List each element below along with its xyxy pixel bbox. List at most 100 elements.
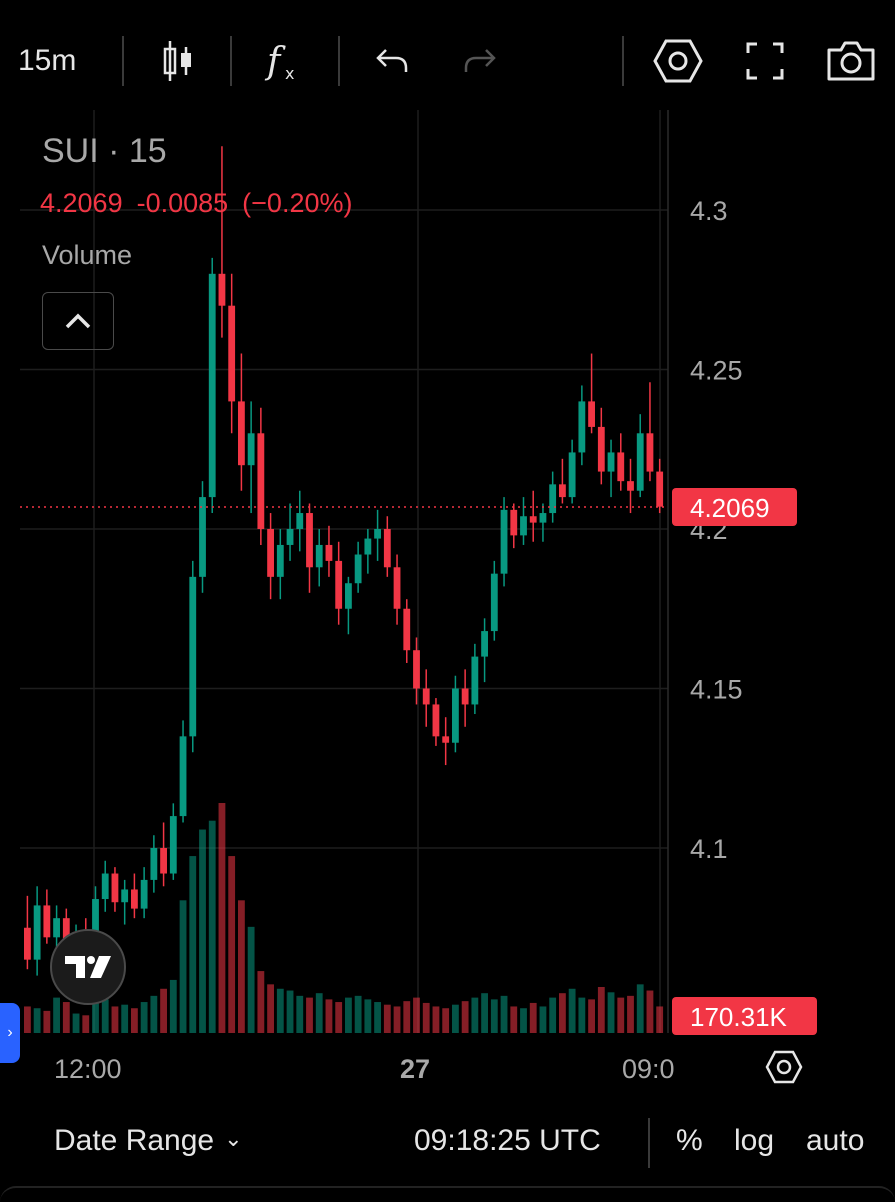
clock-time[interactable]: 09:18:25 UTC: [414, 1124, 601, 1157]
volume-bar: [364, 999, 372, 1033]
chart-legend: SUI · 15: [42, 132, 167, 171]
volume-bar: [646, 990, 654, 1033]
volume-bar: [286, 990, 294, 1033]
candle-body: [578, 401, 586, 453]
candle-body: [43, 905, 51, 938]
chevron-right-icon: ›: [7, 1024, 13, 1041]
redo-icon[interactable]: [456, 40, 504, 80]
candle-body: [471, 656, 479, 705]
price-row: 4.2069 -0.0085 (−0.20%): [40, 188, 366, 219]
svg-text:f: f: [264, 41, 286, 82]
svg-text:x: x: [285, 64, 294, 83]
current-price-label: 4.2069: [690, 493, 770, 523]
camera-icon[interactable]: [824, 38, 878, 84]
settings-icon[interactable]: [650, 36, 706, 86]
volume-value-label: 170.31K: [690, 1002, 788, 1032]
log-toggle[interactable]: log: [734, 1124, 775, 1157]
time-tick-label: 12:00: [54, 1054, 122, 1084]
volume-bar: [228, 856, 236, 1033]
candle-body: [160, 848, 167, 874]
volume-bar: [345, 997, 352, 1033]
auto-toggle[interactable]: auto: [806, 1124, 865, 1157]
side-panel-toggle[interactable]: ›: [0, 1003, 20, 1063]
volume-bar: [422, 1002, 430, 1033]
hexagon-shape: [765, 1050, 803, 1084]
chevron-down-icon: ⌄: [224, 1126, 243, 1151]
volume-bar: [393, 1006, 401, 1033]
volume-bar: [296, 995, 304, 1033]
candle-body: [121, 889, 129, 903]
time-axis: 12:00 27 09:0: [54, 1050, 803, 1084]
candle-body: [568, 452, 576, 498]
candle-body: [296, 513, 304, 529]
time-tick-label: 09:0: [622, 1054, 675, 1084]
candle-body: [33, 905, 41, 960]
candle-body: [529, 516, 537, 523]
volume-bar: [53, 997, 60, 1033]
volume-bar: [33, 1008, 41, 1033]
date-range-button[interactable]: Date Range ⌄: [54, 1124, 243, 1158]
toolbar-separator: [230, 36, 232, 86]
candle-body: [549, 484, 557, 514]
candle-body: [276, 544, 284, 577]
interval-selector[interactable]: 15m: [18, 44, 77, 77]
toolbar-separator: [338, 36, 340, 86]
volume-bar: [72, 1013, 80, 1033]
collapse-legend-button[interactable]: [42, 292, 114, 350]
chevron-up-icon: [65, 313, 91, 329]
volume-bar: [131, 1008, 138, 1033]
volume-bar: [442, 1008, 450, 1033]
volume-bar: [189, 856, 197, 1033]
volume-legend[interactable]: Volume: [42, 240, 133, 270]
candle-body: [247, 433, 255, 466]
volume-bar: [403, 1001, 411, 1033]
volume-bar: [471, 997, 479, 1033]
volume-bar: [617, 997, 625, 1033]
fullscreen-icon[interactable]: [742, 38, 788, 84]
symbol-title[interactable]: SUI · 15: [42, 132, 167, 170]
candle-body: [607, 452, 615, 472]
price-change: -0.0085: [136, 188, 229, 218]
candle-body: [617, 452, 625, 482]
candle-body: [92, 899, 99, 947]
candle-body: [422, 688, 430, 705]
volume-bar: [607, 992, 615, 1033]
candles-icon[interactable]: [150, 38, 206, 84]
candle-body: [520, 516, 527, 536]
candle-body: [238, 401, 245, 466]
candle-body: [597, 426, 605, 472]
time-axis-settings-icon[interactable]: [765, 1050, 803, 1084]
volume-bar: [62, 1002, 70, 1033]
candle-body: [627, 481, 634, 491]
volume-bar: [315, 993, 323, 1033]
volume-bar: [578, 997, 586, 1033]
toolbar-separator: [622, 36, 624, 86]
tradingview-logo[interactable]: [50, 929, 126, 1005]
candle-body: [354, 554, 362, 584]
volume-bar: [199, 829, 206, 1033]
candle-body: [325, 544, 333, 561]
candle-body: [257, 433, 265, 529]
undo-icon[interactable]: [368, 40, 416, 80]
candle-body: [24, 927, 31, 960]
candle-body: [636, 433, 644, 491]
bottom-sheet-edge: [0, 1186, 895, 1202]
candle-body: [481, 631, 488, 657]
candle-body: [228, 305, 236, 402]
volume-bar: [490, 999, 498, 1033]
percent-toggle[interactable]: %: [676, 1124, 703, 1157]
candle-body: [53, 918, 60, 938]
volume-bar: [500, 995, 508, 1033]
volume-bar: [169, 979, 177, 1033]
price-tick-label: 4.25: [690, 356, 743, 386]
footer-separator: [648, 1118, 650, 1168]
volume-bar: [335, 1002, 343, 1033]
volume-bar: [92, 993, 99, 1033]
date-range-label: Date Range: [54, 1124, 215, 1157]
volume-bar: [257, 971, 265, 1033]
volume-bar: [267, 984, 274, 1033]
candle-body: [189, 576, 197, 737]
volume-bar: [559, 993, 566, 1033]
